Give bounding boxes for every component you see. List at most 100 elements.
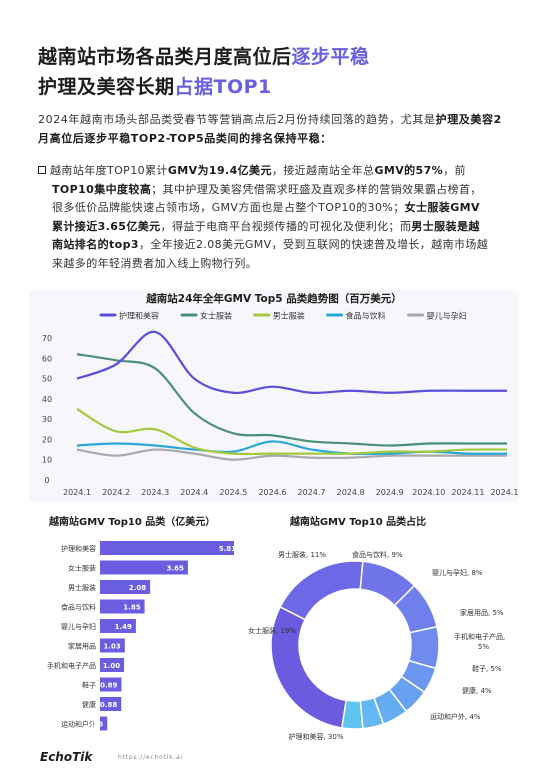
donut-label: 食品与饮料, 9%: [352, 550, 403, 559]
intro-text: 2024年越南市场头部品类受春节等营销高点后2月份持续回落的趋势，尤其是: [38, 113, 436, 126]
donut-slice: [279, 560, 364, 621]
y-tick-label: 20: [42, 435, 52, 444]
bar: [100, 638, 125, 653]
x-tick-label: 2024.2: [102, 488, 130, 497]
bullet-l2a: TOP10集中度较高: [52, 182, 152, 196]
bar-category-label: 手机和电子产品: [47, 661, 96, 670]
donut-chart-title: 越南站GMV Top10 品类占比: [289, 515, 426, 528]
series-line: [76, 353, 507, 447]
intro-bold: 护理及美容2月高位后逐步平稳TOP2-TOP5品类间的排名保持平稳：: [38, 113, 502, 145]
legend-label: 护理和美容: [119, 311, 159, 321]
bullet-l1c: ，接近越南站全年总: [271, 164, 375, 177]
bar-category-label: 婴儿与孕妇: [61, 622, 96, 631]
footer-url: https://echotik.ai: [118, 754, 184, 761]
bar-value-label: 2.08: [129, 584, 146, 592]
bar-category-label: 食品与饮料: [61, 603, 96, 612]
donut-slice: [270, 605, 348, 729]
donut-chart-panel: 越南站GMV Top10 品类占比护理和美容, 30% 女士服装, 19% 男士服装…: [240, 515, 520, 743]
bullet-l1e: ，前: [443, 164, 466, 177]
x-tick-label: 2024.5: [219, 488, 247, 497]
bar-category-label: 女士服装: [68, 564, 96, 573]
bar-chart-panel: 越南站GMV Top10 品类（亿美元） 护理和美容 5.81 女士服装 3.65 男士服…: [29, 515, 240, 743]
line-chart-panel: 越南站24年全年GMV Top5 品类趋势图（百万美元） 护理和美容 女士服装 男士服…: [29, 290, 524, 502]
bullet-box-icon: [38, 166, 46, 174]
bar-category-label: 健康: [82, 700, 96, 709]
series-line: [76, 408, 508, 456]
x-tick-label: 2024.6: [258, 488, 286, 497]
bar-value-label: 0.88: [100, 701, 117, 709]
title-main-2: 护理及美容长期: [38, 76, 175, 98]
legend-label: 食品与饮料: [346, 311, 386, 321]
donut-slice: [341, 699, 364, 730]
bar: [100, 619, 136, 633]
bar-value-label: 1.00: [103, 662, 120, 670]
bar-category-label: 护理和美容: [61, 544, 96, 553]
bar-value-label: 0.89: [100, 682, 117, 690]
donut-label: 家居用品, 5%: [460, 608, 504, 617]
y-tick-label: 50: [42, 375, 52, 384]
x-tick-label: 2024.12: [490, 488, 519, 497]
echotik-logo: EchoTik: [40, 750, 93, 764]
y-tick-label: 0: [44, 476, 49, 485]
donut-label: 运动和户外, 4%: [430, 712, 481, 721]
donut-label: 手机和电子产品,: [454, 632, 505, 641]
bar: [100, 677, 122, 692]
bullet-l3: 很多低价品牌能快速占领市场，GMV方面也是占整个TOP10的30%；: [52, 201, 405, 214]
series-line: [76, 330, 507, 394]
bar-value-label: 1.49: [115, 623, 132, 631]
x-tick-label: 2024.8: [337, 488, 365, 497]
line-chart: 越南站24年全年GMV Top5 品类趋势图（百万美元） 护理和美容 女士服装 男士服…: [42, 292, 524, 497]
bar-chart: 越南站GMV Top10 品类（亿美元） 护理和美容 5.81 女士服装 3.65 男士服…: [47, 515, 240, 731]
bar: [100, 580, 151, 594]
bar: [100, 697, 122, 711]
bar-value-label: 1.85: [123, 604, 140, 612]
line-chart-title: 越南站24年全年GMV Top5 品类趋势图（百万美元）: [145, 292, 401, 305]
bar-value-label: 1.03: [104, 643, 121, 651]
x-tick-label: 2024.11: [451, 488, 484, 497]
y-tick-label: 10: [42, 456, 52, 465]
bar: [100, 541, 240, 555]
donut-label: 鞋子, 5%: [472, 664, 502, 673]
title-main-1: 越南站市场各品类月度高位后: [38, 46, 292, 68]
bullet-l5a: 南站排名的top3: [52, 238, 139, 251]
page-title-line2: 护理及美容长期占据TOP1: [38, 72, 272, 99]
bar: [100, 560, 188, 575]
page-title-line1: 越南站市场各品类月度高位后逐步平稳: [38, 42, 370, 69]
x-tick-label: 2024.10: [412, 488, 445, 497]
bar-value-label: 5.81: [219, 545, 234, 553]
series-line: [76, 448, 507, 461]
title-highlight-2: 占据TOP1: [174, 76, 272, 98]
y-tick-label: 30: [42, 415, 52, 424]
bar-category-label: 运动和户外: [61, 720, 96, 729]
bar-category-label: 鞋子: [82, 681, 96, 690]
x-tick-label: 2024.1: [63, 488, 91, 497]
donut-label: 女士服装, 19%: [248, 626, 296, 635]
x-tick-label: 2024.3: [141, 488, 169, 497]
intro-paragraph: 2024年越南市场头部品类受春节等营销高点后2月份持续回落的趋势，尤其是护理及美…: [38, 110, 508, 148]
bar: [100, 716, 108, 731]
bullet-l4a: 累计接近3.65亿美元: [52, 219, 161, 233]
legend-label: 女士服装: [200, 311, 232, 321]
title-highlight-1: 逐步平稳: [291, 46, 370, 68]
bullet-l2b: ；其中护理及美容凭借需求旺盛及直观多样的营销效果霸占榜首，: [151, 182, 482, 196]
bullet-paragraph: 越南站年度TOP10累计GMV为19.4亿美元，接近越南站全年总GMV的57%，…: [38, 162, 508, 273]
bullet-l3b: 女士服装GMV: [404, 201, 480, 214]
y-tick-label: 70: [42, 334, 52, 343]
y-tick-label: 60: [42, 354, 52, 363]
bullet-l4b: ，得益于电商平台视频传播的可视化及便利化；而: [160, 219, 412, 233]
bar: [100, 599, 145, 614]
bar-chart-title: 越南站GMV Top10 品类（亿美元）: [48, 515, 215, 528]
donut-label: 护理和美容, 30%: [288, 732, 343, 741]
donut-label: 健康, 4%: [462, 686, 492, 695]
donut-label: 婴儿与孕妇, 8%: [432, 568, 483, 577]
bar-category-label: 男士服装: [68, 583, 96, 592]
bullet-l6: 来越多的年轻消费者加入线上购物行列。: [52, 256, 258, 270]
donut-label-cont: 5%: [478, 643, 489, 651]
x-tick-label: 2024.7: [298, 488, 326, 497]
legend-label: 婴儿与孕妇: [427, 311, 467, 321]
bar: [100, 658, 125, 672]
bullet-l1b: GMV为19.4亿美元: [167, 164, 272, 177]
donut-label: 男士服装, 11%: [278, 550, 326, 559]
bar-category-label: 家居用品: [68, 642, 96, 651]
